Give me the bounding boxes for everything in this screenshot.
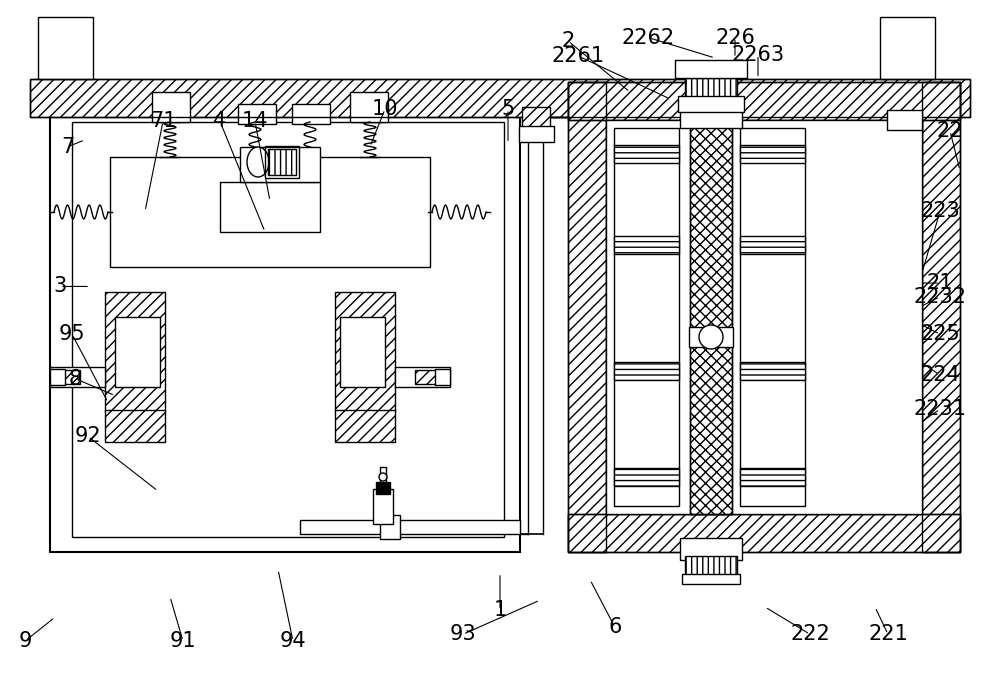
Text: 22: 22 [937,121,963,141]
Text: 2261: 2261 [551,46,605,66]
Bar [415,370,445,384]
Bar [105,410,165,442]
Bar [614,128,679,506]
Text: 2262: 2262 [621,27,675,48]
Bar [678,96,744,112]
Bar [373,489,393,524]
Bar [606,120,922,514]
Bar [614,236,679,254]
Bar [340,317,385,387]
Bar [50,369,65,385]
Bar [614,362,679,380]
Bar [220,182,320,232]
Text: 225: 225 [920,324,960,344]
Text: 10: 10 [372,99,398,119]
Text: 2263: 2263 [731,44,785,65]
Text: 94: 94 [280,631,306,651]
Text: 1: 1 [493,600,507,621]
Bar [50,117,520,552]
Text: 6: 6 [608,617,622,638]
Text: 2232: 2232 [914,286,966,307]
Bar [395,367,450,387]
Bar [568,82,960,120]
Bar [740,362,805,380]
Text: 91: 91 [170,631,196,651]
Bar [152,92,190,122]
Bar [335,292,395,412]
Bar [740,236,805,254]
Text: 9: 9 [18,631,32,651]
Bar [682,574,740,584]
Text: 2: 2 [561,31,575,51]
Bar [240,147,320,182]
Text: 2231: 2231 [914,399,966,419]
Bar [922,82,960,552]
Circle shape [379,473,387,481]
Bar [740,128,805,506]
Text: 226: 226 [715,27,755,48]
Bar [300,520,520,534]
Bar [568,82,960,120]
Bar [292,104,330,124]
Bar [110,157,430,267]
Text: 8: 8 [68,368,82,389]
Bar [568,82,606,552]
Bar [265,146,299,178]
Text: 3: 3 [53,276,67,297]
Bar [50,367,105,387]
Bar [740,468,805,486]
Text: 92: 92 [75,426,101,447]
Bar [880,17,935,79]
Bar [614,468,679,486]
Bar [435,369,450,385]
Bar [690,82,732,514]
Ellipse shape [247,147,269,177]
Bar [685,556,737,580]
Text: 224: 224 [920,365,960,385]
Bar [690,82,732,514]
Text: 93: 93 [450,624,476,644]
Bar [105,292,165,412]
Text: 95: 95 [59,324,85,344]
Bar [72,122,504,537]
Bar [740,145,805,163]
Text: 5: 5 [501,99,515,119]
Bar [38,17,93,79]
Bar [50,370,80,384]
Text: 223: 223 [920,201,960,222]
Bar [568,514,960,552]
Bar [238,104,276,124]
Bar [30,79,970,117]
Bar [713,327,733,347]
Bar [335,410,395,442]
Bar [350,92,388,122]
Bar [380,467,386,482]
Bar [268,149,296,175]
Text: 4: 4 [213,111,227,132]
Text: 7: 7 [61,136,75,157]
Bar [922,82,960,552]
Bar [568,514,960,552]
Bar [614,145,679,163]
Bar [680,538,742,560]
Bar [376,482,390,494]
Bar [115,317,160,387]
Text: 222: 222 [790,624,830,644]
Text: 71: 71 [150,111,176,132]
Bar [519,126,554,142]
Bar [380,515,400,539]
Bar [568,82,606,552]
Bar [30,79,970,117]
Text: 221: 221 [868,624,908,644]
Text: 21: 21 [927,273,953,293]
Bar [522,107,550,132]
Circle shape [699,325,723,349]
Bar [675,60,747,78]
Bar [685,78,737,108]
Bar [887,110,922,130]
Text: 14: 14 [242,111,268,132]
Bar [680,108,742,128]
Bar [689,327,709,347]
